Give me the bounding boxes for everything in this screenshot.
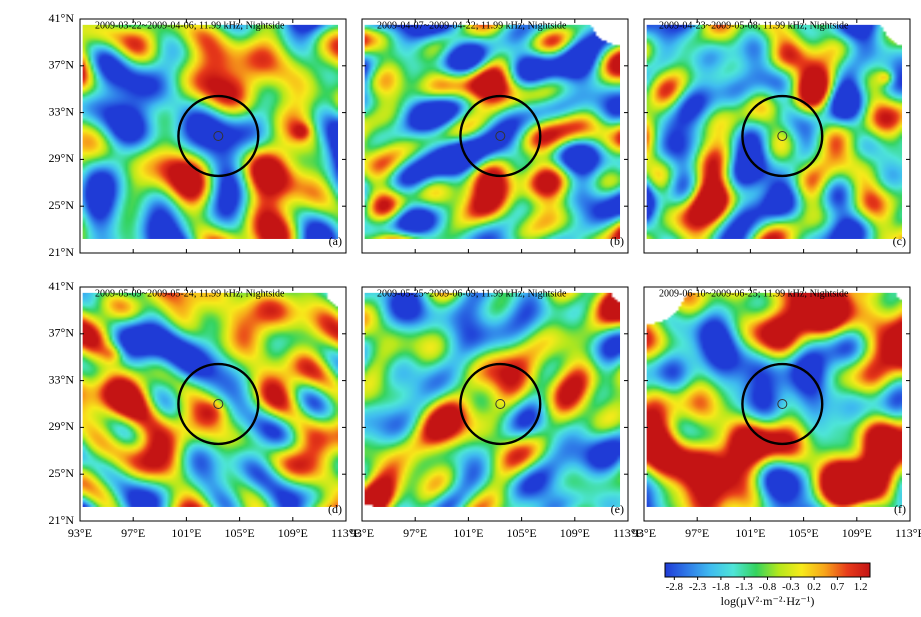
axes-group: 21°N 25°N 29°N 33°N 37°N 41°N 21°N 25°N 29°N 33°N… — [49, 11, 921, 540]
x-tick-label: 93°E — [68, 526, 92, 540]
y-tick-label: 33°N — [49, 104, 75, 118]
region-circle — [741, 362, 824, 446]
y-tick-label: 41°N — [49, 279, 75, 293]
x-tick-label: 113°E — [613, 526, 643, 540]
region-circle — [459, 362, 542, 446]
y-tick-label: 21°N — [49, 513, 75, 527]
x-tick-label: 101°E — [453, 526, 483, 540]
y-tick-label: 41°N — [49, 11, 75, 25]
panel-title: 2009-05-09~2009-05-24; 11.99 kHz; Nights… — [95, 288, 285, 299]
x-tick-label: 93°E — [350, 526, 374, 540]
colorbar-label: log(µV²·m⁻²·Hz⁻¹) — [721, 594, 815, 608]
panel-f: 2009-06-10~2009-06-25; 11.99 kHz; Nights… — [643, 286, 911, 522]
epicenter-marker — [777, 399, 788, 409]
panel-letter: (c) — [893, 234, 906, 248]
y-tick-label: 37°N — [49, 58, 75, 72]
panel-title: 2009-04-07~2009-04-22; 11.99 kHz; Nights… — [377, 20, 567, 31]
x-tick-label: 109°E — [842, 526, 872, 540]
colorbar-tick-label: 1.2 — [854, 581, 868, 593]
region-circle — [177, 94, 260, 178]
epicenter-marker — [777, 131, 788, 141]
x-tick-label: 113°E — [331, 526, 361, 540]
panel-title: 2009-05-25~2009-06-09; 11.99 kHz; Nights… — [377, 288, 567, 299]
panel-letter: (b) — [610, 234, 624, 248]
panels-group: 2009-03-22~2009-04-06; 11.99 kHz; Nights… — [79, 18, 911, 522]
colorbar-tick-label: 0.7 — [831, 581, 845, 593]
colorbar-tick-label: -1.3 — [735, 581, 753, 593]
panel-frame — [361, 286, 629, 522]
panel-e: 2009-05-25~2009-06-09; 11.99 kHz; Nights… — [361, 286, 629, 522]
colorbar-tick-label: -0.3 — [782, 581, 800, 593]
panel-letter: (e) — [611, 502, 624, 516]
x-tick-label: 93°E — [632, 526, 656, 540]
panel-b: 2009-04-07~2009-04-22; 11.99 kHz; Nights… — [361, 18, 629, 254]
panel-frame — [643, 18, 911, 254]
x-tick-label: 109°E — [560, 526, 590, 540]
colorbar-tick-label: -2.3 — [689, 581, 707, 593]
panel-letter: (d) — [328, 502, 342, 516]
y-tick-label: 29°N — [49, 419, 75, 433]
y-tick-label: 29°N — [49, 151, 75, 165]
y-tick-label: 25°N — [49, 198, 75, 212]
panel-letter: (f) — [894, 502, 906, 516]
panel-a: 2009-03-22~2009-04-06; 11.99 kHz; Nights… — [79, 18, 347, 254]
x-tick-label: 97°E — [403, 526, 427, 540]
heatmap-image — [364, 292, 621, 507]
colorbar-gradient — [664, 562, 871, 578]
region-circle — [741, 94, 824, 178]
region-circle — [459, 94, 542, 178]
panel-d: 2009-05-09~2009-05-24; 11.99 kHz; Nights… — [79, 286, 347, 522]
colorbar-tick-label: 0.2 — [807, 581, 821, 593]
x-tick-label: 105°E — [789, 526, 819, 540]
epicenter-marker — [495, 399, 506, 409]
panel-frame — [79, 286, 347, 522]
y-tick-label: 33°N — [49, 372, 75, 386]
panel-c: 2009-04-23~2009-05-08; 11.99 kHz; Nights… — [643, 18, 911, 254]
colorbar-tick-label: -2.8 — [666, 581, 684, 593]
x-tick-label: 113°E — [895, 526, 921, 540]
colorbar-tick-label: -1.8 — [712, 581, 730, 593]
x-tick-label: 109°E — [278, 526, 308, 540]
x-tick-label: 97°E — [121, 526, 145, 540]
heatmap-image — [82, 24, 339, 239]
epicenter-marker — [213, 399, 224, 409]
x-tick-label: 105°E — [507, 526, 537, 540]
panel-frame — [361, 18, 629, 254]
y-tick-label: 25°N — [49, 466, 75, 480]
heatmap-image — [646, 24, 903, 239]
epicenter-marker — [213, 131, 224, 141]
x-tick-label: 101°E — [735, 526, 765, 540]
panel-frame — [643, 286, 911, 522]
x-tick-label: 105°E — [225, 526, 255, 540]
panel-frame — [79, 18, 347, 254]
panel-letter: (a) — [329, 234, 342, 248]
colorbar-tick-label: -0.8 — [759, 581, 777, 593]
y-tick-label: 37°N — [49, 326, 75, 340]
y-tick-label: 21°N — [49, 245, 75, 259]
panel-title: 2009-06-10~2009-06-25; 11.99 kHz; Nights… — [659, 288, 849, 299]
heatmap-image — [646, 292, 903, 507]
heatmap-image — [82, 292, 339, 507]
heatmap-image — [364, 24, 621, 239]
x-tick-label: 97°E — [685, 526, 709, 540]
colorbar: -2.8 -2.3 -1.8 -1.3 -0.8 -0.3 0.2 0.7 1.2 log(µV²… — [664, 562, 871, 608]
epicenter-marker — [495, 131, 506, 141]
panel-title: 2009-03-22~2009-04-06; 11.99 kHz; Nights… — [95, 20, 285, 31]
x-tick-label: 101°E — [171, 526, 201, 540]
region-circle — [177, 362, 260, 446]
panel-title: 2009-04-23~2009-05-08; 11.99 kHz; Nights… — [659, 20, 849, 31]
